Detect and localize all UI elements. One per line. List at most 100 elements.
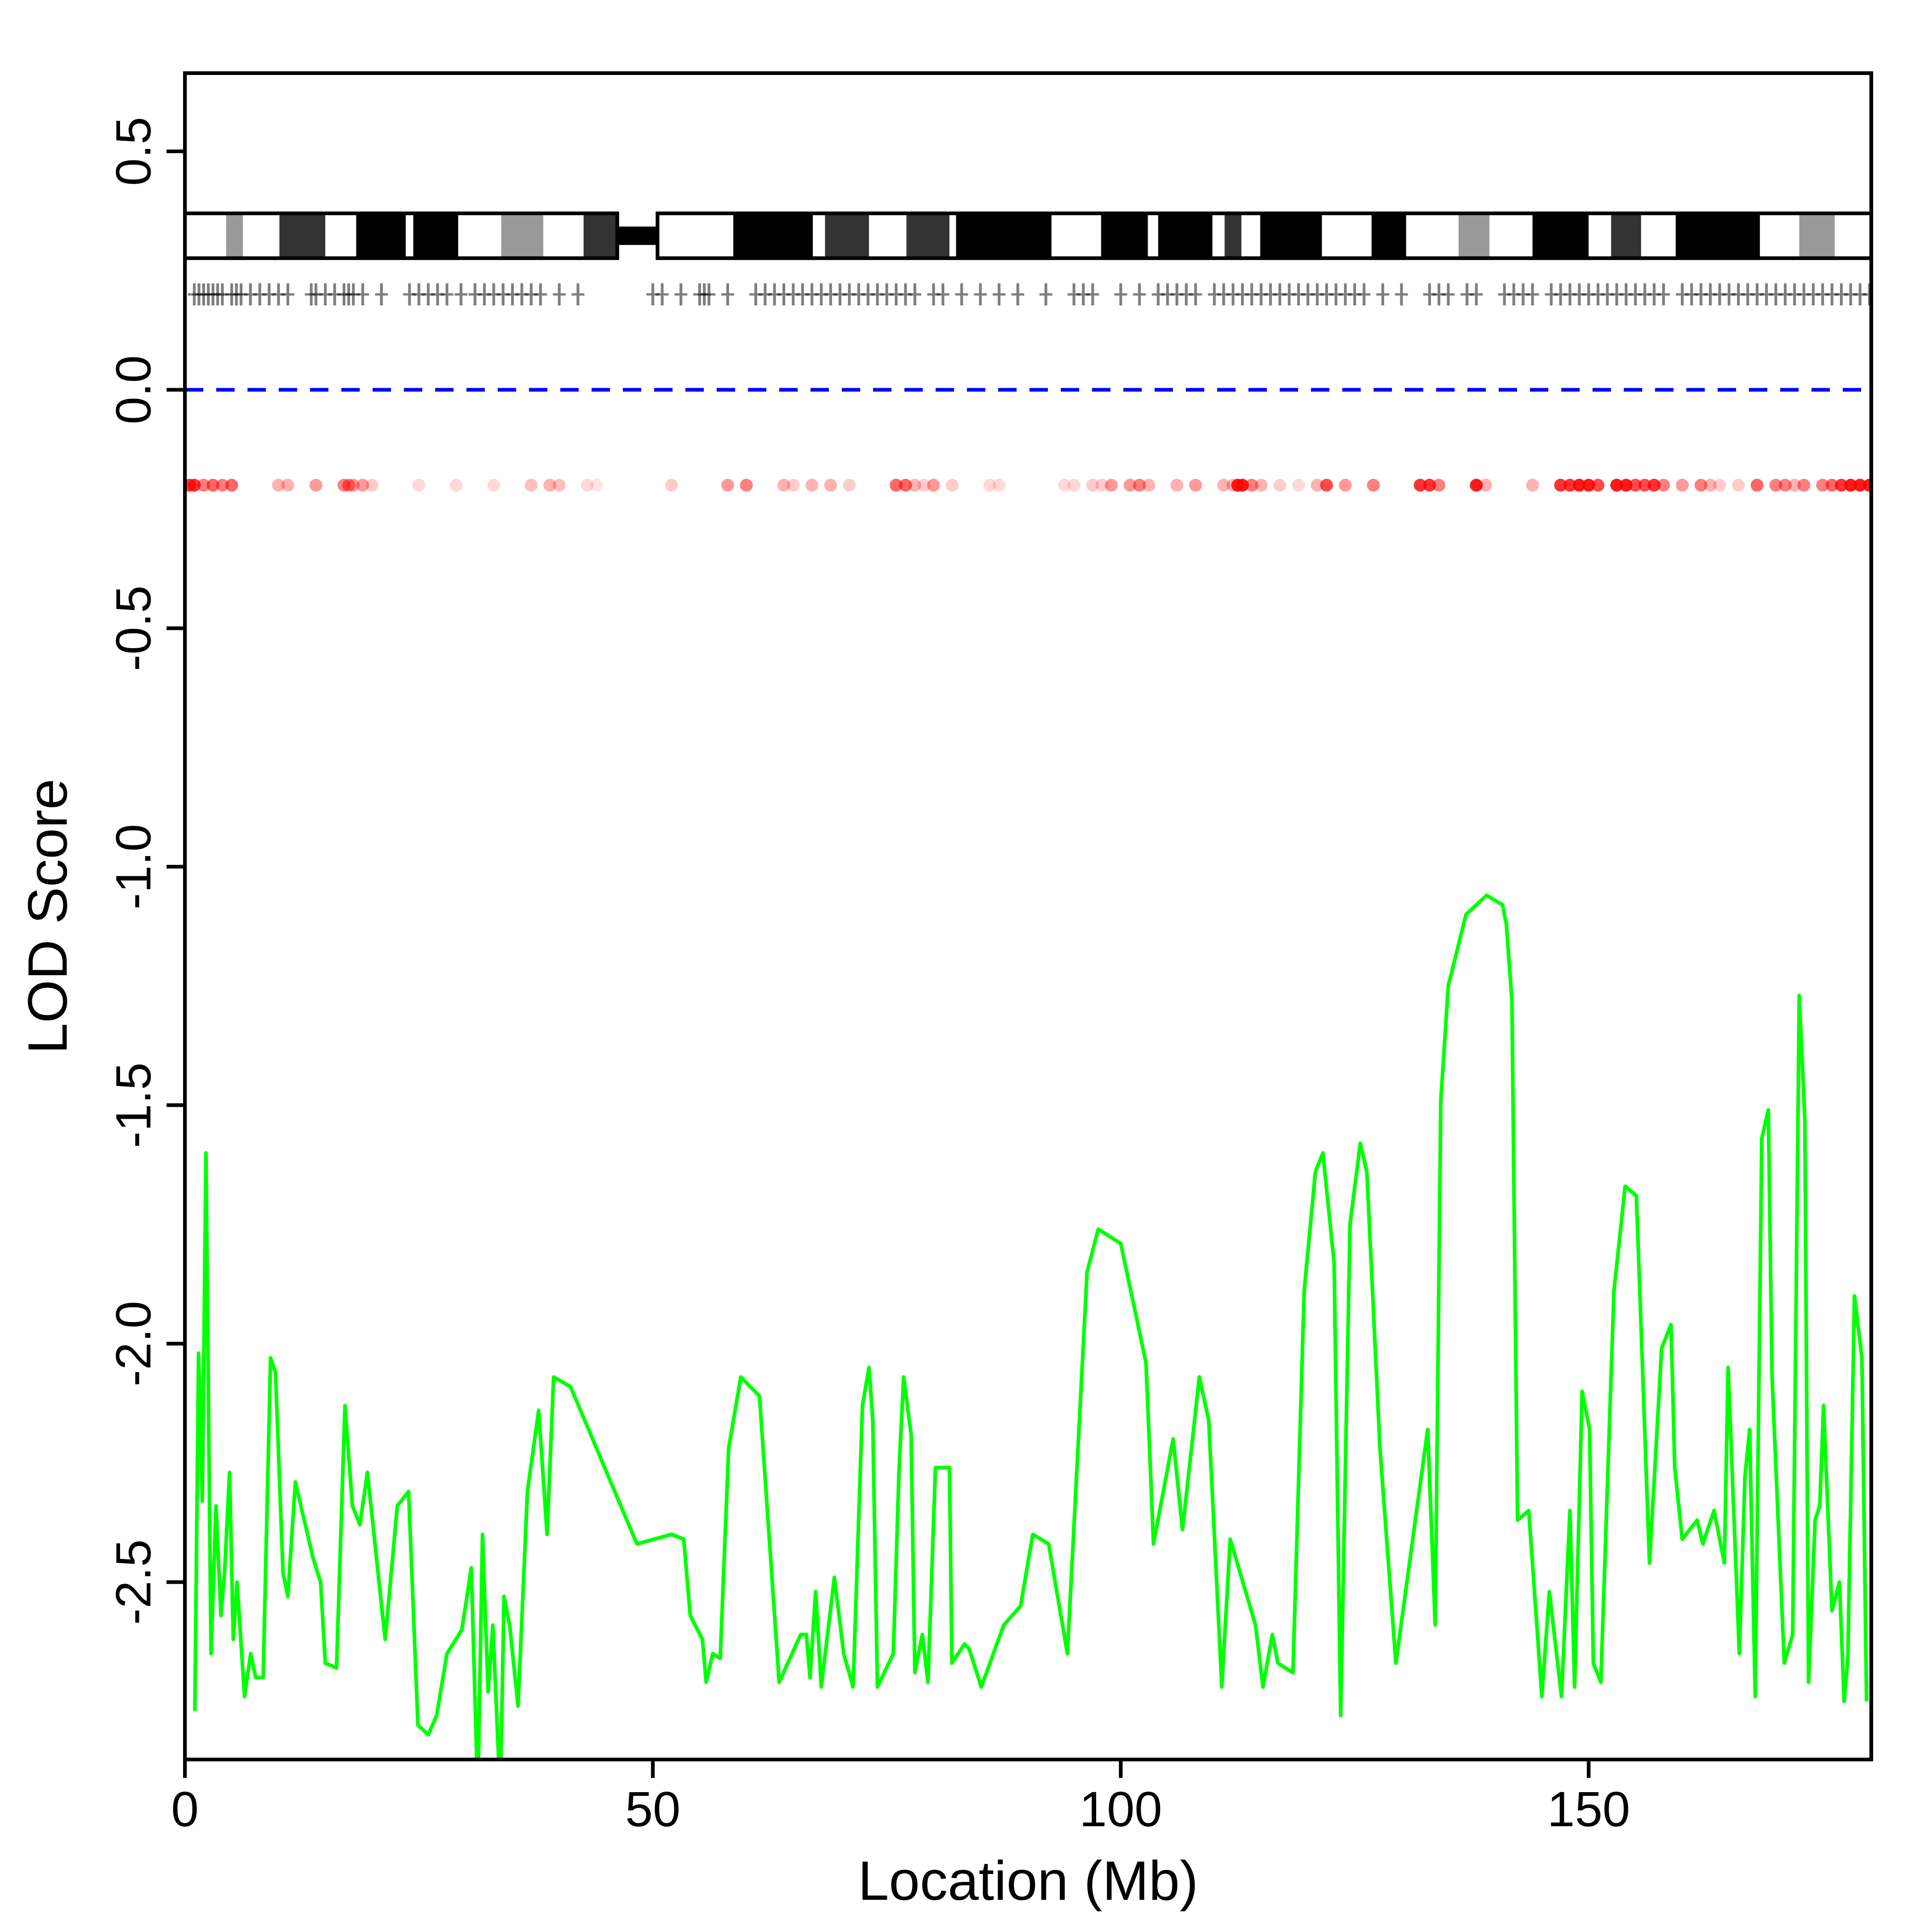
point — [581, 478, 594, 492]
point — [1086, 478, 1099, 492]
point — [946, 478, 959, 492]
point — [1058, 478, 1071, 492]
point — [197, 478, 210, 492]
marker — [1657, 283, 1670, 306]
ideogram-band — [1489, 213, 1533, 259]
point — [188, 478, 201, 492]
point — [225, 478, 238, 492]
ideogram-band — [1532, 213, 1589, 259]
x-tick-label: 150 — [1547, 1781, 1630, 1837]
ideogram-band — [1148, 213, 1158, 259]
point — [721, 478, 734, 492]
point — [1834, 478, 1848, 492]
marker — [936, 283, 949, 306]
point — [1797, 478, 1811, 492]
marker — [1189, 283, 1202, 306]
ideogram-band — [906, 213, 950, 259]
point — [1367, 478, 1380, 492]
ideogram-band — [1212, 213, 1225, 259]
point — [983, 478, 996, 492]
point — [1825, 478, 1839, 492]
point — [1676, 478, 1689, 492]
point — [1189, 478, 1202, 492]
y-tick-label: -0.5 — [105, 586, 161, 671]
ideogram-band — [243, 213, 280, 259]
point — [1619, 478, 1633, 492]
point — [890, 478, 903, 492]
ideogram-band — [458, 213, 501, 259]
point — [843, 478, 856, 492]
point — [1245, 478, 1259, 492]
marker — [440, 283, 454, 306]
marker — [454, 283, 468, 306]
point — [272, 478, 285, 492]
point — [543, 478, 557, 492]
point — [1638, 478, 1651, 492]
point — [1788, 478, 1801, 492]
ideogram-band — [583, 213, 617, 259]
marker — [1039, 283, 1052, 306]
marker — [721, 283, 734, 306]
marker — [955, 283, 968, 306]
point — [1142, 478, 1156, 492]
ideogram-band — [413, 213, 459, 259]
point — [1713, 478, 1726, 492]
ideogram-band — [1241, 213, 1260, 259]
point — [524, 478, 538, 492]
point — [1863, 478, 1871, 492]
ideogram-band — [1611, 213, 1641, 259]
point — [590, 478, 604, 492]
marker — [534, 283, 547, 306]
ideogram-band — [226, 213, 243, 259]
marker — [908, 283, 921, 306]
point — [347, 478, 360, 492]
point — [1750, 478, 1764, 492]
marker — [656, 283, 669, 306]
point — [1657, 478, 1670, 492]
point — [1292, 478, 1305, 492]
ideogram-band — [1371, 213, 1406, 259]
marker — [702, 283, 716, 306]
point — [805, 478, 819, 492]
point — [1610, 478, 1623, 492]
point — [899, 478, 912, 492]
ideogram-band — [1260, 213, 1322, 259]
point — [1704, 478, 1717, 492]
marker — [1376, 283, 1390, 306]
x-tick-label: 50 — [625, 1781, 680, 1837]
x-tick-label: 100 — [1079, 1781, 1162, 1837]
point — [1432, 478, 1446, 492]
ideogram-band — [956, 213, 1052, 259]
point — [342, 478, 356, 492]
plot-area — [185, 211, 1871, 1760]
ideogram-band — [949, 213, 956, 259]
point — [1554, 478, 1567, 492]
ideogram-band — [325, 213, 356, 259]
marker — [1442, 283, 1455, 306]
ideogram-band — [1834, 213, 1871, 259]
point — [412, 478, 426, 492]
point — [777, 478, 791, 492]
marker — [1863, 283, 1871, 306]
marker — [375, 283, 388, 306]
point — [552, 478, 566, 492]
marker — [552, 283, 566, 306]
point — [1067, 478, 1081, 492]
point — [1479, 478, 1492, 492]
point — [356, 478, 369, 492]
ideogram-band — [1158, 213, 1213, 259]
point — [207, 478, 220, 492]
ideogram-band — [543, 213, 584, 259]
ideogram-band — [1588, 213, 1611, 259]
point — [1254, 478, 1268, 492]
marker — [1086, 283, 1099, 306]
point — [1105, 478, 1118, 492]
point — [918, 478, 931, 492]
ideogram-band — [1641, 213, 1676, 259]
point — [1573, 478, 1586, 492]
marker — [974, 283, 987, 306]
point — [787, 478, 800, 492]
ideogram-band — [1101, 213, 1148, 259]
ideogram-band — [813, 213, 825, 259]
